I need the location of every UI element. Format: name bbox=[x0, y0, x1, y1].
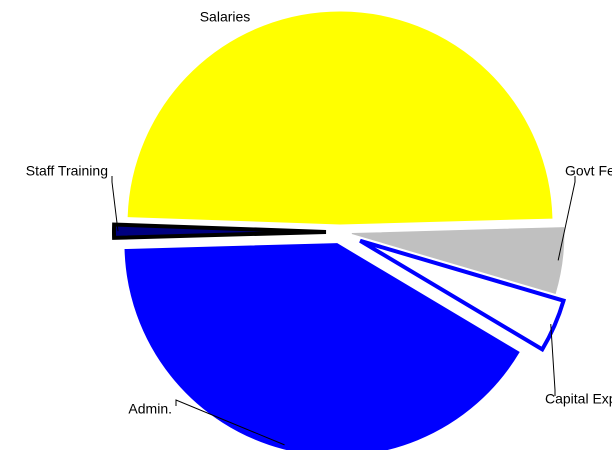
slice-label: Salaries bbox=[200, 9, 251, 25]
pie-slice bbox=[127, 11, 553, 225]
leader-line bbox=[557, 176, 576, 261]
leader-line bbox=[550, 324, 556, 396]
pie-slice bbox=[124, 243, 520, 450]
slice-label: Govt Fees bbox=[565, 163, 612, 179]
slice-label: Capital Exp. bbox=[545, 391, 612, 407]
slice-label: Staff Training bbox=[26, 163, 108, 179]
pie-slice bbox=[112, 222, 327, 240]
slice-label: Admin. bbox=[128, 401, 172, 417]
leader-line bbox=[111, 176, 119, 232]
leader-line bbox=[175, 399, 285, 446]
pie-slice bbox=[351, 227, 565, 295]
pie-slice bbox=[359, 238, 567, 353]
